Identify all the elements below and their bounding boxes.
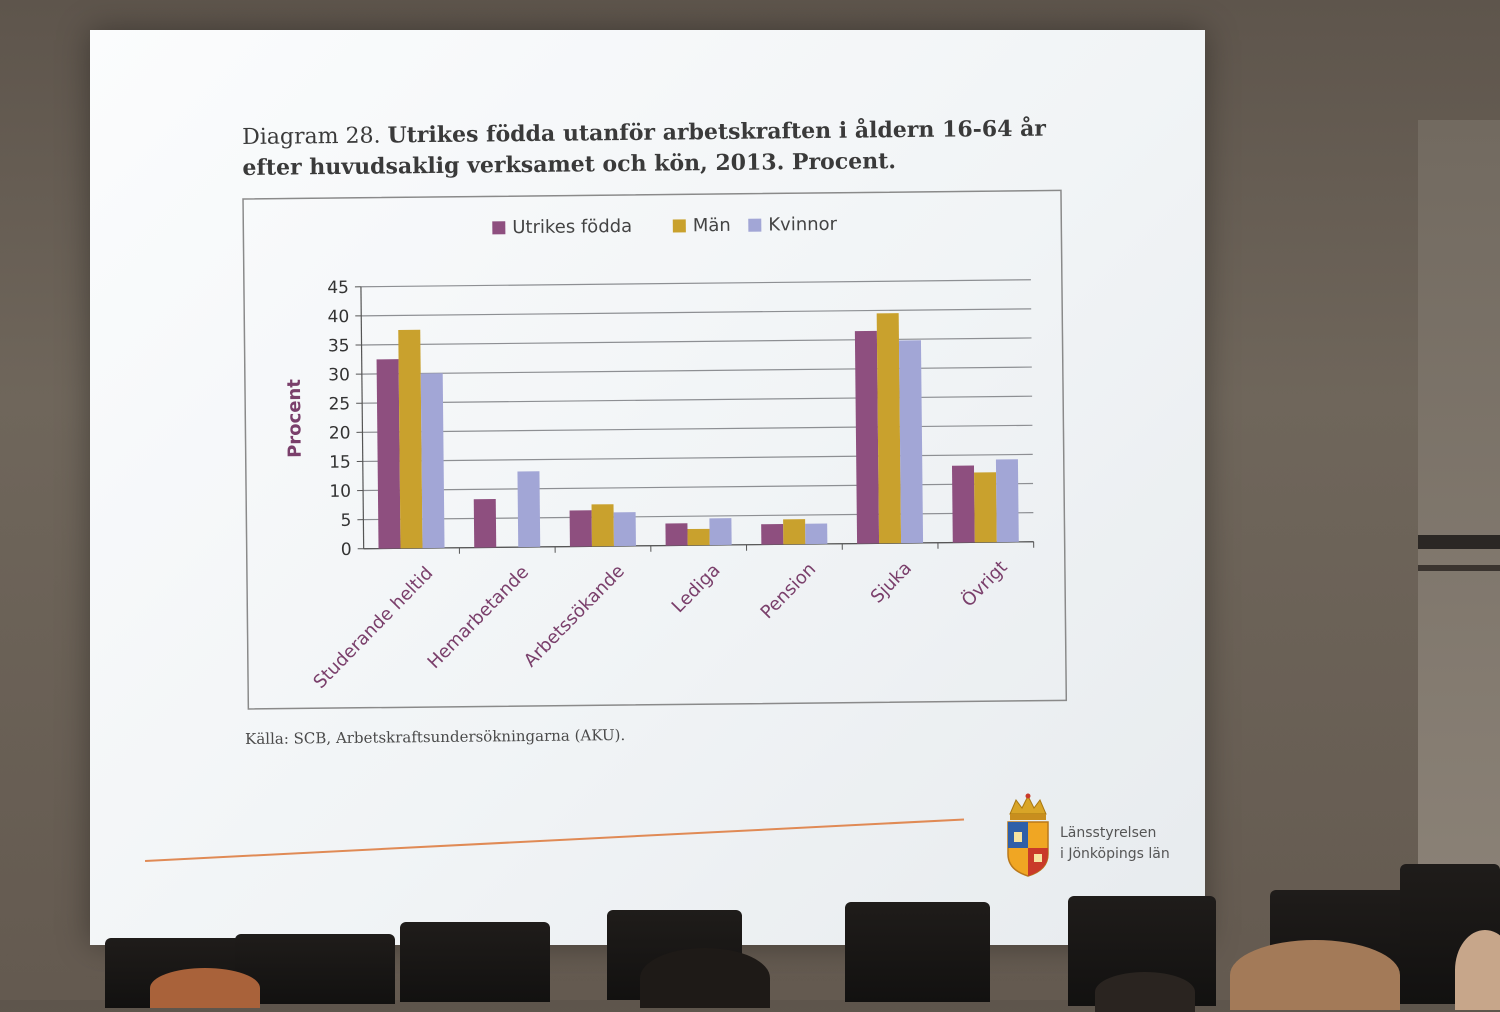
legend-swatch-1	[673, 219, 686, 232]
gridline	[362, 338, 1032, 345]
y-axis-line	[361, 287, 364, 549]
y-tick-label: 15	[329, 453, 351, 473]
bar-2-3	[709, 518, 731, 545]
gridline	[362, 367, 1032, 374]
source-note: Källa: SCB, Arbetskraftsundersökningarna…	[245, 726, 625, 748]
y-tick-label: 0	[341, 540, 352, 560]
y-tick-label: 10	[329, 482, 351, 502]
bar-1-3	[687, 529, 709, 546]
room-wall-right	[1418, 120, 1500, 880]
y-tick-label: 45	[327, 278, 349, 298]
gridline	[362, 396, 1032, 403]
logo-text: Länsstyrelsen i Jönköpings län	[1060, 823, 1170, 865]
slide-title-number: Diagram 28.	[242, 124, 381, 150]
wall-rail-lower	[1418, 565, 1500, 571]
bar-1-2	[592, 504, 614, 546]
bar-0-0	[377, 359, 401, 548]
y-tick-label: 25	[328, 394, 350, 414]
x-category-label: Sjuka	[867, 558, 916, 608]
bar-0-3	[665, 523, 687, 545]
audience-head	[150, 968, 260, 1008]
bar-0-5	[855, 331, 879, 544]
gridline	[363, 454, 1033, 461]
gridline	[361, 280, 1031, 287]
footer-accent-line	[145, 819, 964, 862]
legend-swatch-2	[748, 219, 761, 232]
bar-1-5	[877, 313, 901, 543]
logo-line-1: Länsstyrelsen	[1060, 823, 1170, 844]
slide-title: Diagram 28. Utrikes födda utanför arbets…	[242, 113, 1063, 184]
y-tick-label: 20	[329, 423, 351, 443]
gridline	[361, 309, 1031, 316]
chair-back	[845, 902, 990, 1002]
gridline	[363, 513, 1033, 520]
audience-head	[640, 948, 770, 1008]
chart-frame: 0 5 10 15 20 25 30 35 40 45 Procent Studerande helt…	[242, 189, 1067, 718]
x-category-label: Arbetssökande	[520, 561, 629, 671]
y-tick-label: 40	[328, 307, 350, 327]
bar-1-6	[974, 472, 997, 542]
legend-label-1: Män	[693, 215, 731, 236]
projection-screen: Diagram 28. Utrikes födda utanför arbets…	[90, 30, 1205, 945]
chair-back	[400, 922, 550, 1002]
bar-2-1	[517, 471, 540, 547]
bar-1-0	[398, 330, 422, 549]
y-tick-label: 5	[340, 511, 351, 531]
bar-2-0	[421, 373, 445, 548]
bar-0-4	[761, 524, 783, 545]
bar-2-4	[805, 524, 827, 545]
bar-0-1	[474, 499, 497, 548]
wall-rail	[1418, 535, 1500, 549]
audience-head	[1095, 972, 1195, 1012]
legend-label-0: Utrikes födda	[512, 216, 632, 238]
gridline	[363, 484, 1033, 491]
bar-0-6	[952, 465, 975, 542]
bar-chart: 0 5 10 15 20 25 30 35 40 45 Procent Studerande helt…	[242, 189, 1067, 718]
audience-foreground	[0, 860, 1500, 1000]
bar-1-4	[783, 519, 805, 544]
x-category-label: Pension	[757, 559, 821, 623]
legend-swatch-0	[492, 221, 505, 234]
y-tick-label: 35	[328, 336, 350, 356]
bar-2-5	[899, 340, 923, 543]
x-category-label: Studerande heltid	[309, 563, 437, 693]
legend-label-2: Kvinnor	[768, 214, 838, 236]
bar-2-6	[996, 459, 1019, 542]
y-axis-label: Procent	[284, 379, 306, 458]
gridline	[362, 425, 1032, 432]
bar-0-2	[570, 510, 592, 546]
y-tick-label: 30	[328, 365, 350, 385]
bar-2-2	[614, 512, 636, 546]
x-category-label: Hemarbetande	[424, 562, 534, 673]
x-category-label: Övrigt	[957, 556, 1012, 611]
x-category-label: Lediga	[668, 560, 725, 617]
